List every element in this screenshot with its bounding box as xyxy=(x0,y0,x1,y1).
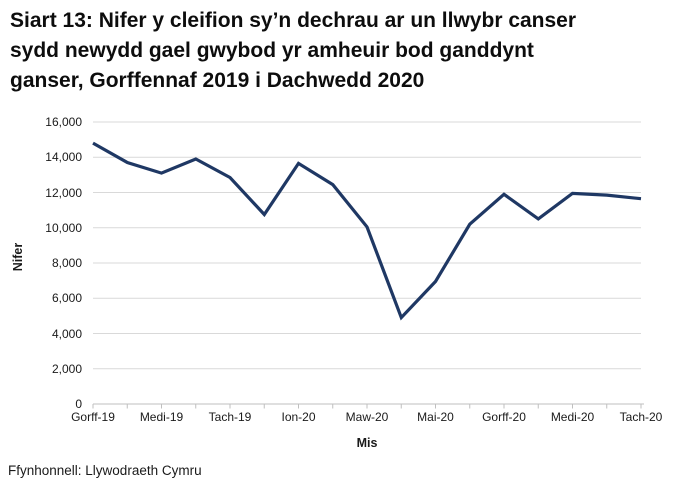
chart-title-line-2: sydd newydd gael gwybod yr amheuir bod g… xyxy=(10,39,534,62)
source-note: Ffynhonnell: Llywodraeth Cymru xyxy=(8,463,202,478)
x-axis-tick-label: Tach-19 xyxy=(208,410,252,424)
y-axis-tick-label: 6,000 xyxy=(51,291,82,306)
x-axis-tick-label: Tach-20 xyxy=(619,410,663,424)
data-series-line xyxy=(92,141,642,321)
y-axis-tick-label: 12,000 xyxy=(45,185,82,200)
x-axis-tick-label: Ion-20 xyxy=(281,410,316,424)
y-axis-tick-label: 16,000 xyxy=(45,115,82,129)
y-axis-tick-label: 2,000 xyxy=(51,361,82,376)
y-axis-tick-label: 4,000 xyxy=(51,326,82,341)
y-axis-tick-label: 14,000 xyxy=(45,150,82,165)
y-axis-tick-label: 0 xyxy=(75,397,82,411)
x-axis-tick-label: Gorff-19 xyxy=(71,410,115,424)
chart-title-line-3: ganser, Gorffennaf 2019 i Dachwedd 2020 xyxy=(10,69,425,92)
x-axis-tick-label: Mai-20 xyxy=(417,410,454,424)
x-axis-tick-label: Medi-19 xyxy=(139,410,184,424)
x-axis-title: Mis xyxy=(356,436,378,450)
x-axis-tick-label: Gorff-20 xyxy=(482,410,526,424)
y-axis-tick-label: 10,000 xyxy=(45,220,82,235)
x-axis-tick-label: Medi-20 xyxy=(550,410,595,424)
chart-title-line-1: Siart 13: Nifer y cleifion sy’n dechrau … xyxy=(10,9,577,32)
y-axis-title: Nifer xyxy=(11,242,25,272)
x-axis-tick-label: Maw-20 xyxy=(345,410,389,424)
y-axis-tick-label: 8,000 xyxy=(51,256,82,270)
chart-title: Siart 13: Nifer y cleifion sy’n dechrau … xyxy=(10,6,670,96)
